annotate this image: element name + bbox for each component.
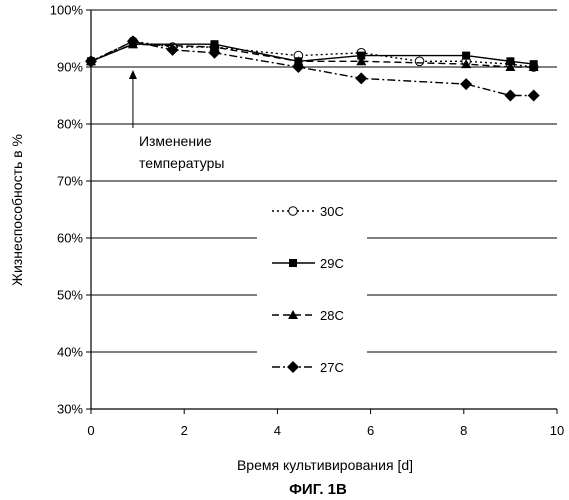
y-tick-labels: 30% 40% 50% 60% 70% 80% 90% 100% <box>50 3 84 417</box>
data-point <box>355 72 367 84</box>
data-point <box>504 90 516 102</box>
data-point <box>415 57 424 66</box>
y-tick-label: 40% <box>57 345 83 360</box>
x-tick-label: 4 <box>274 423 281 438</box>
x-tick-label: 8 <box>460 423 467 438</box>
y-tick-label: 80% <box>57 117 83 132</box>
data-series <box>85 35 540 101</box>
x-axis-title: Время культивирования [d] <box>237 457 413 473</box>
legend-marker <box>289 259 297 267</box>
x-tick-label: 6 <box>367 423 374 438</box>
x-tick-label: 2 <box>181 423 188 438</box>
x-tick-labels: 0 2 4 6 8 10 <box>87 423 564 438</box>
y-tick-label: 70% <box>57 174 83 189</box>
data-point <box>85 55 97 67</box>
annotation-arrow-head <box>129 70 137 79</box>
temperature-change-annotation: Изменение температуры <box>129 70 225 171</box>
legend-label: 30C <box>320 204 344 219</box>
series-30C <box>87 37 538 71</box>
y-tick-label: 90% <box>57 60 83 75</box>
data-point <box>528 90 540 102</box>
legend-background <box>257 198 367 381</box>
y-axis-title: Жизнеспособность в % <box>9 134 25 286</box>
annotation-text-line: Изменение <box>139 133 212 149</box>
x-tick-label: 10 <box>550 423 564 438</box>
y-tick-label: 30% <box>57 402 83 417</box>
x-tick-label: 0 <box>87 423 94 438</box>
legend-marker <box>289 207 298 216</box>
legend-label: 27C <box>320 360 344 375</box>
legend-label: 28C <box>320 308 344 323</box>
legend-label: 29C <box>320 256 344 271</box>
data-point <box>292 61 304 73</box>
y-tick-label: 100% <box>50 3 84 18</box>
series-27C <box>85 35 540 101</box>
legend: 30C 29C 28C 27C <box>257 198 367 381</box>
y-tick-label: 50% <box>57 288 83 303</box>
y-tick-label: 60% <box>57 231 83 246</box>
figure-caption: ФИГ. 1В <box>289 481 347 498</box>
data-point <box>460 78 472 90</box>
data-point <box>462 52 470 60</box>
annotation-text-line: температуры <box>139 155 225 171</box>
